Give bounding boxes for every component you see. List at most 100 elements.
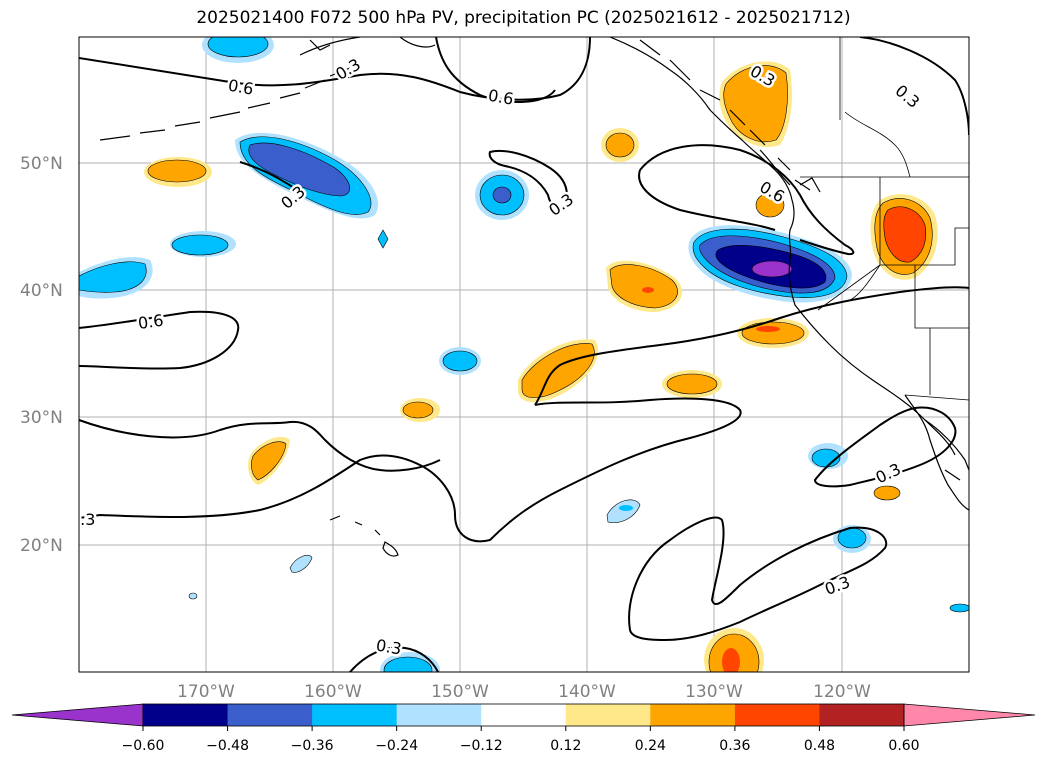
colorbar-segment (143, 704, 229, 726)
pv-contour-0.3 (349, 646, 439, 672)
colorbar-tick-label: −0.12 (460, 738, 503, 754)
lon-axis-labels: 170°W 160°W 150°W 140°W 130°W 120°W (177, 682, 871, 702)
colorbar-segment (312, 704, 398, 726)
pv-contour-0.6 (79, 37, 591, 101)
coastline (904, 394, 969, 511)
precip-positive-blob (883, 206, 927, 263)
precip-positive-blob (402, 401, 434, 419)
lon-label: 130°W (685, 682, 743, 702)
colorbar-tick-label: 0.60 (888, 738, 919, 754)
colorbar-segment (819, 704, 905, 726)
plot-area (79, 37, 969, 672)
precip-positive-blob (723, 65, 788, 142)
pv-contour-0.3 (638, 169, 776, 231)
lon-label: 150°W (431, 682, 489, 702)
contour-label: 0.3 (70, 510, 95, 529)
precip-negative-blob (949, 603, 969, 613)
precip-positive-blob (722, 648, 740, 672)
coastline (329, 515, 399, 557)
colorbar-tick-label: −0.36 (291, 738, 334, 754)
pv-contours (79, 37, 969, 672)
lon-label: 160°W (304, 682, 362, 702)
coastline (609, 37, 969, 471)
colorbar-segment (227, 704, 313, 726)
pv-contour-0.3 (813, 406, 957, 488)
lon-label: 170°W (177, 682, 235, 702)
pv-contour-0.3 (79, 419, 441, 472)
coastline (299, 37, 436, 56)
precip-positive-blob (147, 159, 207, 183)
colorbar-tick-label: 0.12 (550, 738, 581, 754)
precip-positive-blob (741, 321, 805, 345)
pv-contour-0.6 (79, 310, 240, 370)
colorbar: −0.60 −0.48 −0.36 −0.24 −0.12 0.12 0.24 0.36 0.4… (11, 703, 1036, 754)
colorbar-segment (396, 704, 482, 726)
pv-contour-0.6 (639, 144, 855, 256)
lon-label: 140°W (558, 682, 616, 702)
colorbar-tick-label: −0.60 (122, 738, 165, 754)
precip-positive-blob (521, 343, 595, 398)
precip-positive-blob (251, 441, 287, 481)
precip-negative-blob (492, 186, 512, 204)
colorbar-segment (650, 704, 736, 726)
pv-contour-0.3 (628, 516, 888, 642)
figure-title: 2025021400 F072 500 hPa PV, precipitatio… (196, 8, 851, 28)
colorbar-tick-label: 0.36 (719, 738, 750, 754)
coastline (99, 67, 351, 141)
precip-positive-blob (755, 192, 785, 218)
pv-contour-0.3 (859, 37, 969, 136)
precip-negative-blob (248, 142, 350, 197)
lat-axis-labels: 50°N 40°N 30°N 20°N (20, 154, 63, 556)
colorbar-tick-label: 0.24 (635, 738, 666, 754)
colorbar-tick-label: −0.24 (375, 738, 418, 754)
lat-label: 40°N (20, 281, 63, 301)
precip-positive-blob (756, 326, 780, 332)
border (904, 394, 969, 401)
colorbar-segment (481, 704, 567, 726)
colorbar-frame (142, 703, 905, 727)
plot-border (78, 36, 970, 673)
pv-contour-0.3 (534, 286, 969, 406)
precip-positive-blob (666, 373, 718, 395)
political-borders (800, 37, 969, 401)
border (849, 264, 881, 301)
colorbar-tick-label: 0.48 (804, 738, 835, 754)
precip-shading (79, 37, 969, 672)
precip-positive-blob (609, 264, 678, 309)
precip-negative-blob (442, 350, 478, 372)
lat-label: 50°N (20, 154, 63, 174)
border (844, 111, 911, 178)
precip-negative-blob (289, 555, 313, 573)
pv-contour-0.3 (79, 397, 742, 543)
border (879, 177, 969, 266)
pv-contour-0.6 (435, 37, 556, 103)
precip-negative-blob (606, 499, 641, 523)
contour-label: 0.6 (227, 76, 255, 99)
coastline (639, 39, 811, 191)
precip-negative-blob (79, 261, 147, 293)
precip-positive-blob (642, 287, 654, 293)
contour-label: 0.6 (487, 86, 515, 109)
colorbar-extend-max (903, 703, 1036, 727)
colorbar-extend-min (11, 703, 144, 727)
coastline (924, 419, 961, 481)
precip-negative-blob (383, 656, 433, 672)
precip-negative-blob (188, 592, 198, 600)
precip-negative-blob (377, 229, 389, 249)
lat-label: 30°N (20, 408, 63, 428)
contour-label: 0.6 (137, 311, 165, 333)
precip-negative-blob (207, 37, 269, 58)
pv-contour-0.3 (239, 161, 301, 193)
colorbar-tick-label: −0.48 (206, 738, 249, 754)
precip-negative-blob (171, 234, 229, 256)
lat-label: 20°N (20, 536, 63, 556)
precip-positive-blob (873, 485, 901, 501)
colorbar-segment (565, 704, 651, 726)
precip-negative-blob (751, 260, 793, 278)
pv-contour-0.3 (488, 149, 568, 209)
precip-negative-blob (619, 505, 633, 511)
precip-positive-blob (605, 132, 635, 158)
colorbar-segment (734, 704, 820, 726)
coastlines (99, 37, 969, 557)
